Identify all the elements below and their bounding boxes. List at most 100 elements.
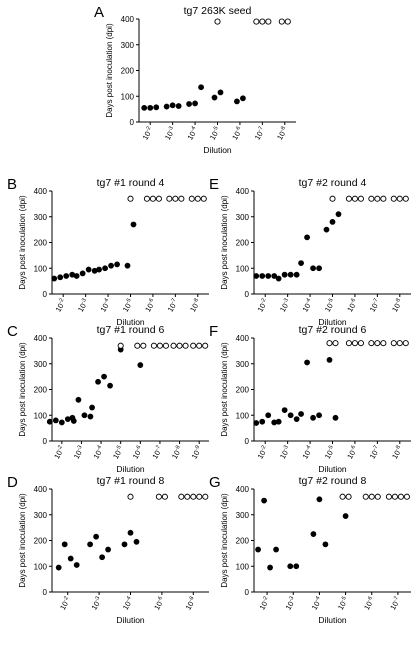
panel-a-y-tick-label: 300 <box>121 41 135 50</box>
panel-c-x-tick-exponent: -6 <box>135 445 143 452</box>
panel-b-point-open <box>188 195 195 202</box>
panel-f-y-tick-label: 0 <box>245 437 250 446</box>
panel-c-point-open <box>196 342 203 349</box>
panel-f-point-open <box>396 340 403 347</box>
panel-g-point-filled <box>267 564 273 571</box>
panel-b-y-tick-label: 300 <box>34 213 48 222</box>
panel-f-point-open <box>332 340 339 347</box>
panel-d-point-filled <box>105 546 111 553</box>
panel-a-point-filled <box>147 104 154 111</box>
panel-b-x-tick-label: 10-6 <box>143 298 157 314</box>
panel-c-y-tick-label: 100 <box>34 411 48 420</box>
panel-b-point-open <box>200 195 207 202</box>
panel-c-point-filled <box>69 414 76 421</box>
panel-b-point-open <box>155 195 162 202</box>
panel-f-y-tick-label: 100 <box>236 411 250 420</box>
panel-c-x-axis-label: Dilution <box>116 464 145 474</box>
panel-b-point-filled <box>130 221 137 228</box>
panel-f-point-filled <box>265 412 272 419</box>
panel-f-point-filled <box>304 359 310 366</box>
panel-e-point-open <box>329 195 336 202</box>
panel-e-point-filled <box>304 234 310 241</box>
panel-g-point-filled <box>342 513 349 519</box>
panel-b-x-tick-base: 10 <box>98 302 110 314</box>
panel-f-y-tick-label: 400 <box>236 334 250 343</box>
panel-b-title: tg7 #1 round 4 <box>97 177 165 189</box>
panel-e-x-tick-exponent: -3 <box>282 298 290 305</box>
panel-b-point-open <box>194 195 201 202</box>
panel-d-x-tick-exponent: -3 <box>94 596 102 603</box>
panel-e-x-tick-exponent: -8 <box>394 298 402 305</box>
panel-c-x-tick-base: 10 <box>52 449 64 461</box>
panel-e-x-tick-exponent: -4 <box>305 298 313 305</box>
panel-g-x-tick-base: 10 <box>388 600 400 612</box>
panel-d-x-tick-base: 10 <box>184 600 196 612</box>
panel-f-point-filled <box>316 412 322 419</box>
panel-e-x-axis-label: Dilution <box>318 317 347 327</box>
panel-e-x-tick-label: 10-4 <box>300 298 314 314</box>
panel-f-x-tick-exponent: -8 <box>394 445 402 452</box>
panel-e-point-open <box>390 195 397 202</box>
panel-a-x-tick-label: 10-5 <box>208 126 222 142</box>
panel-d-point-filled <box>55 564 62 571</box>
panel-a-x-tick-label: 10-6 <box>230 126 244 142</box>
panel-b-x-tick-exponent: -3 <box>80 298 88 305</box>
panel-f-x-tick-exponent: -7 <box>372 445 380 452</box>
panel-d-y-tick-label: 100 <box>34 562 48 571</box>
panel-b-x-tick-label: 10-5 <box>121 298 135 314</box>
panel-d-point-open <box>178 493 185 500</box>
panel-e-point-filled <box>310 265 316 272</box>
panel-d-y-tick-label: 300 <box>34 511 48 520</box>
panel-g-y-tick-label: 200 <box>236 537 250 546</box>
panel-e-x-tick-exponent: -2 <box>260 298 268 305</box>
panel-a-x-tick-label: 10-3 <box>163 126 177 142</box>
panel-f-x-tick-label: 10-7 <box>368 445 382 461</box>
panel-d-point-open <box>190 493 197 500</box>
panel-e-x-tick-label: 10-3 <box>278 298 292 314</box>
panel-f-x-tick-exponent: -5 <box>327 445 335 452</box>
panel-c-x-tick-base: 10 <box>150 449 162 461</box>
panel-f-x-tick-exponent: -3 <box>282 445 290 452</box>
panel-c-x-tick-label: 10-8 <box>170 445 184 461</box>
panel-d-point-filled <box>61 541 68 548</box>
panel-e-x-tick-base: 10 <box>256 302 268 314</box>
panel-a-point-filled <box>141 104 148 111</box>
panel-a-y-tick-label: 400 <box>121 15 135 24</box>
panel-b-point-filled <box>63 273 70 279</box>
panel-b-point-open <box>166 195 173 202</box>
panel-d-point-open <box>127 493 134 500</box>
panel-c-x-tick-exponent: -5 <box>115 445 123 452</box>
panel-d-letter: D <box>7 474 18 491</box>
panel-c-point-open <box>182 342 189 349</box>
panel-c-x-tick-base: 10 <box>111 449 123 461</box>
panel-g-x-tick-exponent: -7 <box>392 596 400 603</box>
panel-a-x-tick-exponent: -6 <box>234 126 242 133</box>
panel-b-x-tick-base: 10 <box>76 302 88 314</box>
panel-b-x-axis-label: Dilution <box>116 317 145 327</box>
panel-a-point-open <box>259 18 266 25</box>
panel-f-point-filled <box>287 412 294 419</box>
panel-a-x-tick-base: 10 <box>253 130 265 142</box>
panel-d-y-tick-label: 0 <box>43 588 48 597</box>
panel-c-point-open <box>134 342 141 349</box>
panel-g-x-tick-base: 10 <box>336 600 348 612</box>
panel-b-x-tick-label: 10-2 <box>54 298 68 314</box>
panel-e-x-tick-exponent: -6 <box>349 298 357 305</box>
panel-f-point-open <box>345 340 352 347</box>
panel-g-letter: G <box>209 474 221 491</box>
panel-g-x-tick-label: 10-7 <box>388 596 402 612</box>
panel-c-x-tick-label: 10-7 <box>150 445 164 461</box>
panel-a-y-axis-label: Days post inoculation (dpi) <box>105 23 114 118</box>
panel-g-point-open <box>345 493 352 500</box>
panel-f-point-open <box>390 340 397 347</box>
panel-f-x-tick-base: 10 <box>278 449 290 461</box>
panel-g-x-axis-label: Dilution <box>318 615 347 625</box>
panel-d-point-open <box>202 493 209 500</box>
panel-a-x-axis-label: Dilution <box>203 145 232 155</box>
panel-c-title: tg7 #1 round 6 <box>97 324 165 336</box>
panel-d-x-tick-label: 10-3 <box>89 596 103 612</box>
panel-a-x-tick-base: 10 <box>230 130 242 142</box>
